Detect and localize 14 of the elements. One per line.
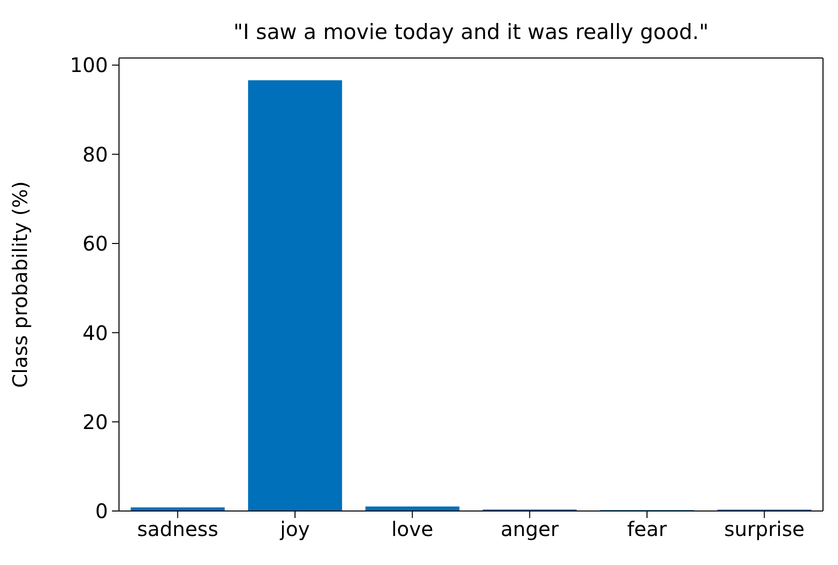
chart-title: "I saw a movie today and it was really good."	[232, 20, 710, 44]
y-axis-title: Class probability (%)	[8, 181, 32, 388]
x-tick-label: anger	[500, 517, 560, 542]
y-tick-label: 40	[82, 320, 108, 345]
y-tick-label: 20	[82, 410, 108, 434]
x-tick-label: joy	[279, 517, 310, 542]
y-tick-label: 100	[70, 53, 108, 78]
y-tick-label: 80	[82, 142, 108, 166]
y-tick-label: 60	[82, 232, 108, 256]
x-tick-label: fear	[627, 517, 668, 542]
y-tick-label: 0	[95, 499, 108, 524]
x-tick-label: love	[391, 517, 434, 542]
x-tick-label: sadness	[137, 517, 218, 542]
x-tick-label: surprise	[724, 517, 805, 542]
